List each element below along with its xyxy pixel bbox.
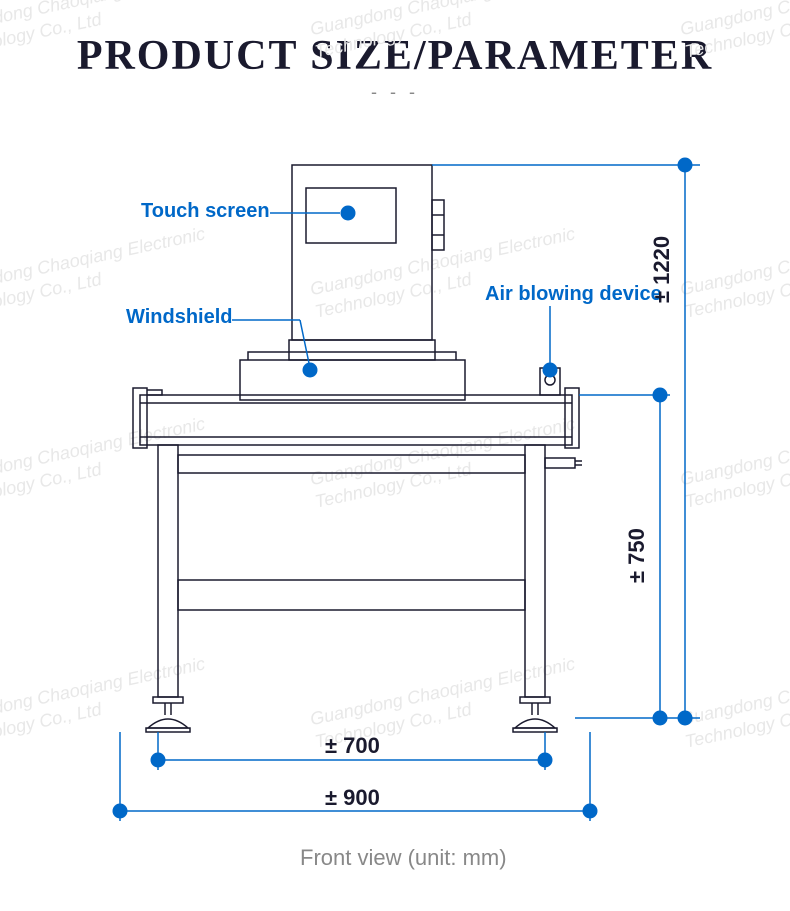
machine-diagram <box>0 0 790 911</box>
touch-screen-label: Touch screen <box>141 200 270 223</box>
air-blowing-label: Air blowing device <box>485 283 662 306</box>
dim-900: ± 900 <box>325 785 380 811</box>
dim-750: ± 750 <box>624 528 650 583</box>
dim-700: ± 700 <box>325 733 380 759</box>
dim-1220: ± 1220 <box>649 236 675 303</box>
windshield-label: Windshield <box>126 306 232 329</box>
caption: Front view (unit: mm) <box>300 845 507 871</box>
